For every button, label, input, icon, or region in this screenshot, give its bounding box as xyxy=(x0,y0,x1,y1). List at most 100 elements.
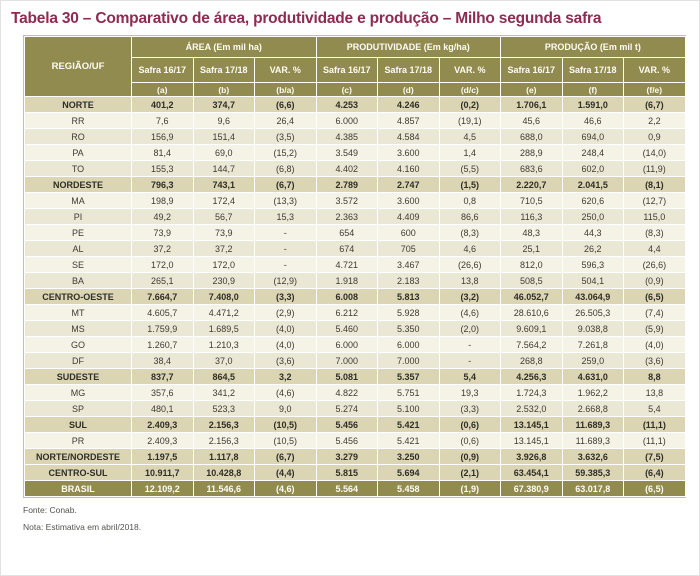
value-cell: 2.041,5 xyxy=(561,176,625,193)
region-uf-cell: BA xyxy=(24,272,132,289)
value-cell: 5.751 xyxy=(377,384,440,401)
value-cell: (0,9) xyxy=(438,448,502,465)
value-cell: 5.456 xyxy=(315,416,379,433)
value-cell: 26,2 xyxy=(561,240,625,257)
value-cell: 1.918 xyxy=(315,272,379,289)
value-cell: 7.564,2 xyxy=(500,336,563,353)
value-cell: 5.813 xyxy=(377,288,440,305)
column-group-produtividade: PRODUTIVIDADE (Em kg/ha) xyxy=(315,36,502,58)
table-row-to: TO 155,3 144,7 (6,8) 4.402 4.160 (5,5) 683,6 602… xyxy=(24,160,686,177)
column-group-producao: PRODUÇÃO (Em mil t) xyxy=(500,36,686,58)
value-cell: (1,9) xyxy=(438,480,502,497)
value-cell: 5,4 xyxy=(438,368,502,385)
value-cell: 4.584 xyxy=(377,128,440,145)
value-cell: 144,7 xyxy=(192,160,255,177)
table-row-ro: RO 156,9 151,4 (3,5) 4.385 4.584 4,5 688,0 694,0… xyxy=(24,128,686,145)
value-cell: 504,1 xyxy=(561,272,625,289)
value-cell: (11,1) xyxy=(623,416,686,433)
header-sub-row: Safra 16/17 Safra 17/18 VAR. % Safra 16/… xyxy=(25,57,686,83)
value-cell: 11.546,6 xyxy=(192,480,255,497)
value-cell: (3,2) xyxy=(438,288,502,305)
value-cell: 19,3 xyxy=(438,384,502,401)
value-cell: 7.408,0 xyxy=(192,288,255,305)
value-cell: 2.409,3 xyxy=(131,416,194,433)
region-uf-cell: AL xyxy=(24,240,132,257)
value-cell: 172,0 xyxy=(131,256,194,273)
column-group-area: ÁREA (Em mil ha) xyxy=(131,36,317,58)
value-cell: 5.458 xyxy=(377,480,440,497)
value-cell: (11,1) xyxy=(623,432,686,449)
value-cell: (19,1) xyxy=(438,112,502,129)
value-cell: - xyxy=(254,256,317,273)
value-cell: (3,5) xyxy=(254,128,317,145)
value-cell: 5.274 xyxy=(315,400,379,417)
value-cell: 5.421 xyxy=(377,432,440,449)
value-cell: 13.145,1 xyxy=(500,432,563,449)
value-cell: 6.008 xyxy=(315,288,379,305)
value-cell: 3,2 xyxy=(254,368,317,385)
comparison-table: REGIÃO/UF ÁREA (Em mil ha) PRODUTIVIDADE… xyxy=(24,36,686,497)
value-cell: 3.250 xyxy=(377,448,440,465)
value-cell: (6,7) xyxy=(254,176,317,193)
value-cell: 4.857 xyxy=(377,112,440,129)
source-note: Fonte: Conab. xyxy=(23,505,77,515)
table-row-centro-oeste: CENTRO-OESTE 7.664,7 7.408,0 (3,3) 6.008 5.81… xyxy=(24,288,686,305)
value-cell: 6.000 xyxy=(377,336,440,353)
region-uf-cell: NORTE/NORDESTE xyxy=(24,448,132,465)
value-cell: 86,6 xyxy=(438,208,502,225)
value-cell: (6,7) xyxy=(254,448,317,465)
value-cell: 1.260,7 xyxy=(131,336,194,353)
value-cell: 1.210,3 xyxy=(192,336,255,353)
table-row-sp: SP 480,1 523,3 9,0 5.274 5.100 (3,3) 2.532,0 2.6… xyxy=(24,400,686,417)
value-cell: 9,0 xyxy=(254,400,317,417)
region-uf-cell: MA xyxy=(24,192,132,209)
value-cell: (3,3) xyxy=(438,400,502,417)
value-cell: 341,2 xyxy=(192,384,255,401)
column-letter-d-c: (d/c) xyxy=(438,82,502,97)
value-cell: 28.610,6 xyxy=(500,304,563,321)
region-uf-cell: CENTRO-OESTE xyxy=(24,288,132,305)
value-cell: 5.100 xyxy=(377,400,440,417)
value-cell: 1,4 xyxy=(438,144,502,161)
region-uf-cell: CENTRO-SUL xyxy=(24,464,132,481)
value-cell: 710,5 xyxy=(500,192,563,209)
value-cell: 523,3 xyxy=(192,400,255,417)
value-cell: 2.156,3 xyxy=(192,432,255,449)
value-cell: 688,0 xyxy=(500,128,563,145)
value-cell: 67.380,9 xyxy=(500,480,563,497)
value-cell: 59.385,3 xyxy=(561,464,625,481)
value-cell: 508,5 xyxy=(500,272,563,289)
column-header-produtividade-safra-1718: Safra 17/18 xyxy=(377,57,440,83)
region-uf-cell: SUDESTE xyxy=(24,368,132,385)
value-cell: (0,9) xyxy=(623,272,686,289)
value-cell: 1.962,2 xyxy=(561,384,625,401)
estimate-note: Nota: Estimativa em abril/2018. xyxy=(23,522,142,532)
table-row-brasil: BRASIL 12.109,2 11.546,6 (4,6) 5.564 5.458 (1,… xyxy=(24,480,686,497)
value-cell: (6,6) xyxy=(254,96,317,113)
value-cell: 73,9 xyxy=(131,224,194,241)
region-uf-cell: MS xyxy=(24,320,132,337)
value-cell: 259,0 xyxy=(561,352,625,369)
value-cell: (1,5) xyxy=(438,176,502,193)
value-cell: 156,9 xyxy=(131,128,194,145)
value-cell: - xyxy=(438,352,502,369)
value-cell: (0,2) xyxy=(438,96,502,113)
value-cell: 13,8 xyxy=(623,384,686,401)
value-cell: 9.609,1 xyxy=(500,320,563,337)
value-cell: (5,9) xyxy=(623,320,686,337)
value-cell: (10,5) xyxy=(254,416,317,433)
value-cell: 7.261,8 xyxy=(561,336,625,353)
value-cell: 1.689,5 xyxy=(192,320,255,337)
header-group-row: REGIÃO/UF ÁREA (Em mil ha) PRODUTIVIDADE… xyxy=(24,36,686,97)
column-header-producao-var: VAR. % xyxy=(623,57,686,83)
value-cell: 796,3 xyxy=(131,176,194,193)
value-cell: 4.402 xyxy=(315,160,379,177)
value-cell: 4.471,2 xyxy=(192,304,255,321)
region-uf-cell: RO xyxy=(24,128,132,145)
value-cell: 115,0 xyxy=(623,208,686,225)
value-cell: 5.815 xyxy=(315,464,379,481)
header-letters-row: (a) (b) (b/a) (c) (d) (d/c) (e) (f) (f/e… xyxy=(25,82,686,97)
value-cell: 1.724,3 xyxy=(500,384,563,401)
region-uf-cell: PA xyxy=(24,144,132,161)
value-cell: (2,1) xyxy=(438,464,502,481)
